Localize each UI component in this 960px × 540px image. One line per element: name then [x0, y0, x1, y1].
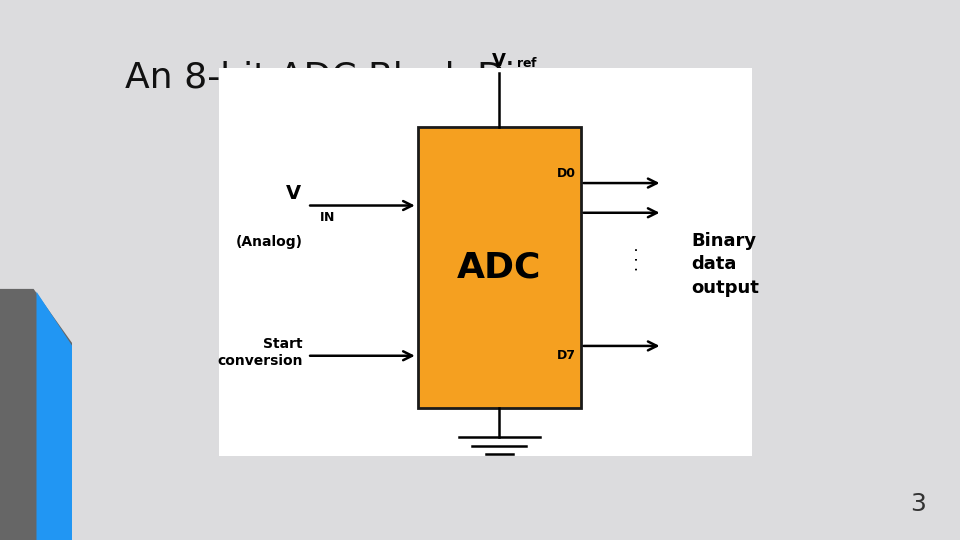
- Polygon shape: [36, 292, 72, 540]
- Polygon shape: [0, 289, 72, 540]
- Text: $\mathbf{V}$: $\mathbf{V}$: [492, 52, 507, 70]
- Bar: [219, 68, 752, 456]
- Text: $\mathbf{IN}$: $\mathbf{IN}$: [319, 211, 335, 224]
- Text: D0: D0: [557, 167, 576, 180]
- Text: ADC: ADC: [457, 251, 541, 284]
- Text: · · ·: · · ·: [631, 247, 646, 271]
- Text: $\mathbf{V}$: $\mathbf{V}$: [285, 184, 302, 203]
- Text: Binary
data
output: Binary data output: [691, 232, 759, 297]
- Text: D7: D7: [557, 349, 576, 362]
- Text: $\mathbf{ref}$: $\mathbf{ref}$: [516, 56, 539, 70]
- Text: (Analog): (Analog): [235, 235, 302, 249]
- Bar: [418, 127, 581, 408]
- Text: 3: 3: [910, 492, 926, 516]
- Text: An 8-bit ADC Block Diagram: An 8-bit ADC Block Diagram: [125, 62, 632, 95]
- Text: Start
conversion: Start conversion: [217, 337, 302, 368]
